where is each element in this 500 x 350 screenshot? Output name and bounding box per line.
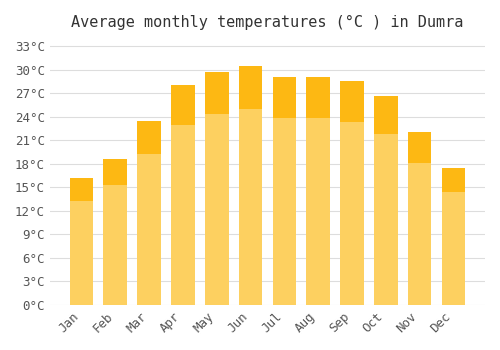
Bar bbox=[205, 72, 229, 114]
Bar bbox=[171, 85, 194, 305]
Bar bbox=[340, 81, 364, 121]
Bar bbox=[306, 77, 330, 305]
Bar bbox=[205, 72, 229, 305]
Bar bbox=[138, 120, 161, 154]
Bar bbox=[442, 168, 465, 193]
Title: Average monthly temperatures (°C ) in Dumra: Average monthly temperatures (°C ) in Du… bbox=[71, 15, 464, 30]
Bar bbox=[408, 132, 432, 305]
Bar bbox=[374, 96, 398, 134]
Bar bbox=[340, 81, 364, 305]
Bar bbox=[104, 159, 127, 305]
Bar bbox=[70, 178, 94, 305]
Bar bbox=[272, 77, 296, 305]
Bar bbox=[374, 96, 398, 305]
Bar bbox=[306, 77, 330, 118]
Bar bbox=[104, 159, 127, 185]
Bar bbox=[138, 120, 161, 305]
Bar bbox=[238, 65, 262, 305]
Bar bbox=[272, 77, 296, 118]
Bar bbox=[238, 65, 262, 109]
Bar bbox=[442, 168, 465, 305]
Bar bbox=[408, 132, 432, 163]
Bar bbox=[171, 85, 194, 125]
Bar bbox=[70, 178, 94, 201]
